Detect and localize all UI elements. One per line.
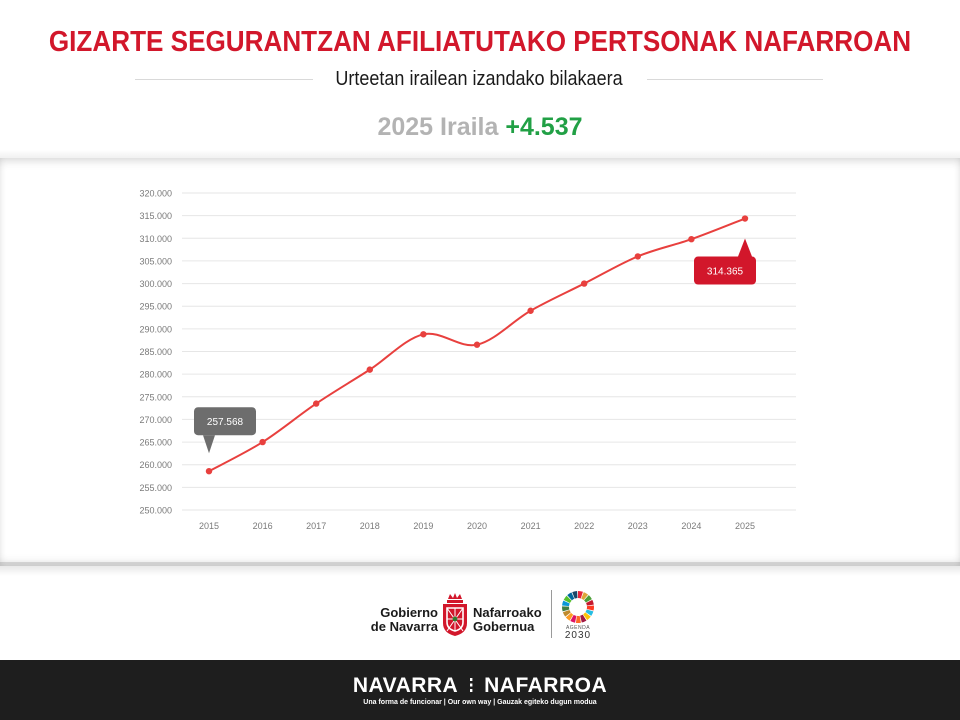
y-tick-label: 310.000	[139, 234, 172, 244]
logo-strip: Gobierno de Navarra Nafarroako Gobernua …	[0, 588, 960, 648]
y-tick-label: 275.000	[139, 392, 172, 402]
agenda-year: 2030	[564, 630, 592, 641]
series-points	[205, 215, 749, 475]
page-title: GIZARTE SEGURANTZAN AFILIATUTAKO PERTSON…	[48, 26, 912, 58]
y-axis: 320.000 315.000 310.000 305.000 300.000 295.0…	[139, 189, 172, 516]
sdg-segment	[562, 600, 570, 607]
chart-band	[0, 158, 960, 566]
callout-pointer	[203, 435, 215, 454]
y-tick-label: 250.000	[139, 506, 172, 516]
sdg-segment	[586, 605, 594, 611]
y-tick-label: 290.000	[139, 324, 172, 334]
y-tick-label: 305.000	[139, 256, 172, 266]
brand-tagline: Una forma de funcionar | Our own way | G…	[363, 699, 597, 706]
sdg-segment	[581, 592, 589, 601]
y-tick-label: 295.000	[139, 302, 172, 312]
sdg-segment	[575, 615, 581, 623]
kpi-period: 2025 Iraila	[377, 113, 499, 141]
gobierno-line2: de Navarra	[370, 619, 438, 634]
data-point	[688, 235, 695, 243]
footer-bar: NAVARRA NAFARROA Una forma de funcionar …	[0, 660, 960, 720]
y-tick-label: 255.000	[139, 483, 172, 493]
y-tick-label: 320.000	[139, 189, 172, 199]
y-tick-label: 270.000	[139, 415, 172, 425]
y-tick-label: 260.000	[139, 460, 172, 470]
subtitle-row: Urteetan irailean izandako bilakaera	[135, 68, 823, 92]
kpi-delta: +4.537	[505, 113, 583, 141]
sdg-segment	[563, 595, 572, 603]
callouts: 257.568 314.365	[194, 238, 756, 454]
x-tick-label: 2019	[413, 521, 433, 531]
subtitle-divider-right	[647, 79, 823, 80]
agenda-label: AGENDA	[565, 625, 591, 631]
y-tick-label: 285.000	[139, 347, 172, 357]
data-point	[634, 253, 641, 260]
callout-label: 257.568	[207, 417, 244, 428]
data-point	[205, 467, 213, 475]
agenda-2030-wheel-icon	[562, 591, 594, 623]
y-tick-label: 280.000	[139, 370, 172, 380]
y-tick-label: 300.000	[139, 279, 172, 289]
data-point	[527, 307, 534, 314]
x-tick-label: 2018	[360, 521, 380, 531]
x-tick-label: 2015	[199, 521, 219, 531]
kpi-summary: 2025 Iraila +4.537	[0, 113, 960, 142]
sdg-segment	[583, 612, 591, 621]
sdg-segment	[586, 599, 594, 606]
callout-box	[694, 256, 756, 285]
y-tick-label: 315.000	[139, 211, 172, 221]
callout-pointer	[738, 238, 752, 257]
data-point	[741, 215, 749, 222]
nafarroako-gobernua-text: Nafarroako Gobernua	[473, 606, 553, 634]
callout-label: 314.365	[707, 267, 744, 278]
x-tick-label: 2023	[628, 521, 648, 531]
x-tick-label: 2022	[574, 521, 594, 531]
gobierno-de-navarra-text: Gobierno de Navarra	[366, 606, 438, 634]
data-point	[473, 341, 481, 348]
sdg-segment	[562, 606, 570, 612]
brand-separator-icon	[469, 678, 473, 692]
x-tick-label: 2021	[521, 521, 541, 531]
line-chart: 320.000 315.000 310.000 305.000 300.000 295.0…	[139, 189, 796, 531]
gobernua-line2: Gobernua	[473, 619, 535, 634]
y-tick-label: 265.000	[139, 438, 172, 448]
brand-wordmark: NAVARRA NAFARROA	[0, 674, 960, 698]
sdg-segment	[584, 595, 592, 603]
brand-left: NAVARRA	[352, 674, 458, 697]
callout-box	[194, 407, 256, 436]
band-shadow-bottom	[0, 562, 960, 576]
x-tick-label: 2016	[253, 521, 273, 531]
sdg-segment	[572, 591, 578, 599]
last-value-callout: 314.365	[694, 238, 756, 285]
sdg-segment	[565, 612, 574, 621]
gobierno-line1: Gobierno	[380, 605, 438, 620]
chart-grid	[182, 192, 796, 511]
x-tick-label: 2025	[735, 521, 755, 531]
first-value-callout: 257.568	[194, 407, 256, 454]
x-tick-label: 2020	[467, 521, 487, 531]
sdg-segment	[562, 609, 571, 617]
logo-divider	[551, 590, 552, 638]
data-point	[313, 400, 320, 407]
data-point	[581, 280, 588, 287]
navarra-shield-icon	[443, 593, 467, 636]
data-point	[366, 366, 373, 373]
subtitle-divider-left	[135, 79, 313, 80]
page-subtitle: Urteetan irailean izandako bilakaera	[335, 68, 623, 90]
gobernua-line1: Nafarroako	[473, 605, 542, 620]
data-point	[420, 331, 427, 338]
sdg-segment	[580, 614, 587, 623]
data-point	[259, 438, 266, 446]
sdg-segment	[578, 591, 583, 599]
x-tick-label: 2024	[681, 521, 701, 531]
brand-right: NAFARROA	[484, 674, 608, 697]
x-tick-label: 2017	[306, 521, 326, 531]
sdg-segment	[585, 609, 594, 616]
sdg-segment	[570, 614, 577, 623]
sdg-segment	[567, 592, 575, 601]
x-axis: 2015 2016 2017 2018 2019 2020 2021 2022 2023 2024…	[199, 521, 755, 531]
